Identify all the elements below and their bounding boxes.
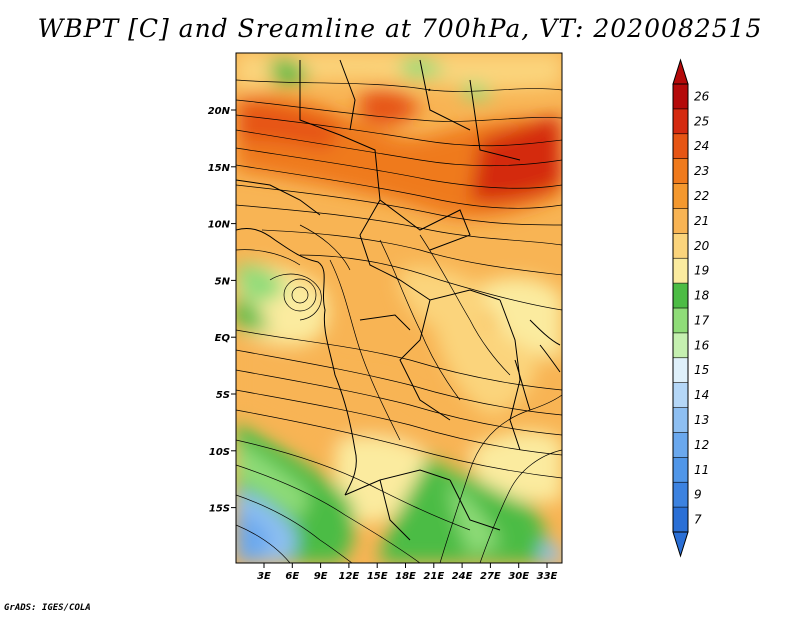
colorbar-label: 19 bbox=[694, 264, 709, 278]
colorbar-label: 16 bbox=[694, 338, 710, 352]
latitude-axis: 20N 15N 10N 5N EQ 5S 10S 15S bbox=[208, 106, 236, 515]
colorbar-segment bbox=[673, 183, 688, 209]
lat-tick-label: 15N bbox=[208, 163, 231, 174]
colorbar-label: 14 bbox=[694, 388, 709, 402]
colorbar-segment bbox=[673, 84, 688, 110]
colorbar: 7 9 11 12 13 14 15 16 17 18 19 20 21 22 23 24 25 26 bbox=[672, 58, 710, 558]
lat-tick-label: 10S bbox=[209, 447, 230, 458]
colorbar-segment bbox=[673, 357, 688, 383]
colorbar-label: 12 bbox=[694, 438, 709, 452]
country-boundaries bbox=[236, 59, 561, 541]
lat-tick-label: EQ bbox=[215, 333, 231, 344]
lon-tick-label: 9E bbox=[314, 571, 328, 582]
colorbar-label: 7 bbox=[694, 513, 702, 527]
colorbar-segment bbox=[673, 108, 688, 135]
colorbar-segment bbox=[673, 308, 688, 334]
grads-credit: GrADS: IGES/COLA bbox=[4, 603, 91, 613]
lon-tick-label: 12E bbox=[339, 571, 360, 582]
colorbar-segment bbox=[673, 482, 688, 508]
lon-tick-label: 27E bbox=[480, 571, 501, 582]
colorbar-segment bbox=[673, 457, 688, 483]
colorbar-segment bbox=[673, 283, 688, 309]
colorbar-segment bbox=[673, 258, 688, 284]
colorbar-segment bbox=[673, 507, 688, 533]
wbpt-field-shading bbox=[236, 53, 562, 563]
colorbar-low-arrow bbox=[672, 531, 689, 558]
lat-tick-label: 5N bbox=[215, 276, 231, 287]
colorbar-label: 17 bbox=[694, 313, 710, 327]
colorbar-high-arrow bbox=[672, 58, 689, 85]
lon-tick-label: 15E bbox=[367, 571, 388, 582]
lon-tick-label: 3E bbox=[257, 571, 271, 582]
colorbar-label: 18 bbox=[694, 289, 710, 303]
chart-title: WBPT [C] and Sreamline at 700hPa, VT: 20… bbox=[37, 14, 763, 43]
colorbar-segment bbox=[673, 208, 688, 234]
lon-tick-label: 21E bbox=[423, 571, 444, 582]
colorbar-label: 23 bbox=[694, 164, 709, 178]
lon-tick-label: 24E bbox=[452, 571, 473, 582]
colorbar-label: 11 bbox=[694, 463, 709, 477]
lon-tick-label: 18E bbox=[395, 571, 416, 582]
colorbar-label: 25 bbox=[694, 114, 709, 128]
longitude-axis: 3E 6E 9E 12E 15E 18E 21E 24E 27E 30E 33E bbox=[257, 563, 558, 582]
colorbar-segment bbox=[673, 233, 688, 259]
colorbar-label: 22 bbox=[694, 189, 709, 203]
lon-tick-label: 6E bbox=[285, 571, 299, 582]
colorbar-segment bbox=[673, 332, 688, 359]
colorbar-label: 20 bbox=[694, 239, 710, 253]
colorbar-label: 24 bbox=[694, 139, 709, 153]
lat-tick-label: 10N bbox=[208, 220, 231, 231]
lon-tick-label: 33E bbox=[537, 571, 558, 582]
lat-tick-label: 15S bbox=[209, 504, 230, 515]
colorbar-segment bbox=[673, 432, 688, 458]
colorbar-label: 15 bbox=[694, 363, 709, 377]
colorbar-label: 13 bbox=[694, 413, 709, 427]
map-frame bbox=[235, 52, 563, 564]
lon-tick-label: 30E bbox=[508, 571, 529, 582]
streamlines bbox=[236, 79, 562, 563]
lat-tick-label: 5S bbox=[216, 390, 230, 401]
colorbar-label: 9 bbox=[694, 488, 702, 502]
colorbar-segment bbox=[673, 382, 688, 408]
map-panel bbox=[236, 53, 562, 563]
colorbar-label: 26 bbox=[694, 89, 710, 103]
colorbar-segment bbox=[673, 133, 688, 159]
lat-tick-label: 20N bbox=[208, 106, 231, 117]
colorbar-segment bbox=[673, 407, 688, 433]
colorbar-label: 21 bbox=[694, 214, 709, 228]
colorbar-segment bbox=[673, 158, 688, 184]
